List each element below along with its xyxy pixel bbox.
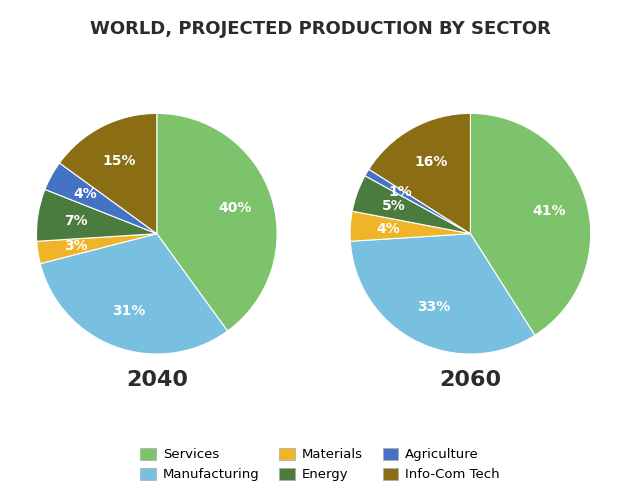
Wedge shape xyxy=(157,113,277,331)
Wedge shape xyxy=(350,211,470,241)
Text: 33%: 33% xyxy=(417,300,450,313)
Wedge shape xyxy=(45,163,157,234)
Wedge shape xyxy=(369,113,470,234)
Text: 5%: 5% xyxy=(381,199,405,213)
Legend: Services, Manufacturing, Materials, Energy, Agriculture, Info-Com Tech: Services, Manufacturing, Materials, Ener… xyxy=(136,444,504,486)
Wedge shape xyxy=(470,113,591,335)
Text: 7%: 7% xyxy=(64,214,88,228)
Text: 15%: 15% xyxy=(103,154,136,168)
Text: 1%: 1% xyxy=(388,185,412,199)
Wedge shape xyxy=(36,234,157,264)
Text: 2040: 2040 xyxy=(126,370,188,391)
Text: 31%: 31% xyxy=(113,304,146,318)
Text: 16%: 16% xyxy=(414,155,447,169)
Wedge shape xyxy=(60,113,157,234)
Wedge shape xyxy=(36,189,157,241)
Text: 40%: 40% xyxy=(218,201,252,215)
Text: 2060: 2060 xyxy=(439,370,502,391)
Text: 4%: 4% xyxy=(377,221,401,236)
Wedge shape xyxy=(352,176,470,234)
Text: 4%: 4% xyxy=(73,187,97,201)
Wedge shape xyxy=(350,234,535,354)
Text: 41%: 41% xyxy=(532,204,566,218)
Wedge shape xyxy=(40,234,228,354)
Text: WORLD, PROJECTED PRODUCTION BY SECTOR: WORLD, PROJECTED PRODUCTION BY SECTOR xyxy=(90,20,550,38)
Wedge shape xyxy=(365,169,470,234)
Text: 3%: 3% xyxy=(64,240,88,253)
